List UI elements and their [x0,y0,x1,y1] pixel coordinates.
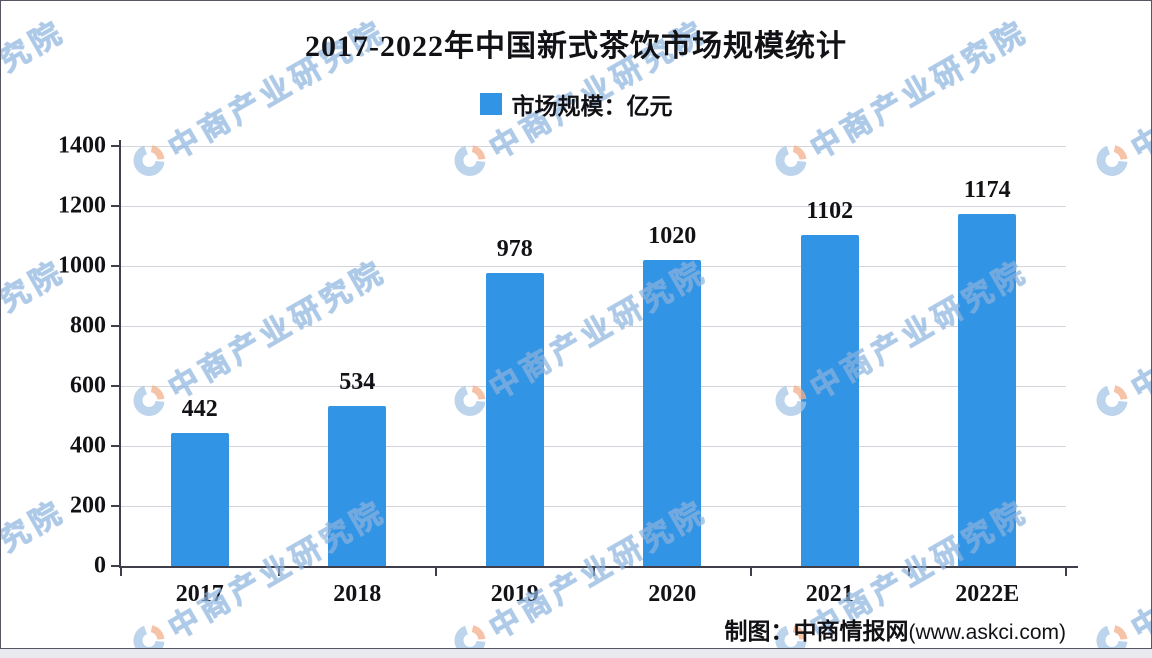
bar-value-label: 534 [339,368,376,395]
x-axis-tick [120,568,122,576]
bar-value-label: 1174 [963,176,1011,203]
y-axis-tick-label: 200 [70,492,106,519]
bar-2022E [958,213,1017,566]
x-axis-category-label: 2018 [333,581,382,607]
watermark-logo-icon [1096,144,1128,176]
gridline [121,386,1066,387]
x-axis-category-label: 2021 [805,581,854,607]
legend-label: 市场规模：亿元 [511,94,673,119]
y-axis-tick [111,385,119,387]
y-axis-tick [111,145,119,147]
bar-value-label: 1102 [806,198,854,225]
y-axis-tick-label: 1000 [58,252,106,279]
gridline [121,326,1066,327]
bar-2017 [170,433,229,566]
gridline [121,146,1066,147]
gridline [121,446,1066,447]
chart-title: 2017-2022年中国新式茶饮市场规模统计 [305,30,847,63]
watermark-text: 中商产业研究院 [1125,253,1152,407]
y-axis-tick [111,445,119,447]
bar-value-label: 978 [496,235,533,262]
watermark-logo-icon [1096,624,1128,648]
y-axis-tick [111,265,119,267]
watermark-logo-icon [1096,384,1128,416]
x-axis-tick [277,568,280,576]
y-axis-tick-label: 800 [70,312,106,339]
y-axis-tick [111,325,119,327]
bar-2020 [643,260,702,566]
gridline [121,266,1066,267]
y-axis-tick-label: 1200 [58,192,106,219]
gridline [121,206,1066,207]
plot-area: 0 200 400 600 800 1000 1200 1400 442 2017 534 2018 9… [58,133,1078,607]
bar-2018 [328,405,387,566]
watermark-logo-icon [133,624,165,648]
bar-value-label: 1020 [648,223,697,249]
footer-credit-url: (www.askci.com) [908,621,1066,644]
y-axis [119,140,121,568]
y-axis-tick-label: 1400 [58,132,106,159]
y-axis-tick [111,205,119,207]
watermark: 中商产业研究院 [1085,487,1152,648]
bar-value-label: 442 [181,396,218,423]
bar-2021 [800,235,859,566]
x-axis [119,566,1078,568]
legend: 市场规模：亿元 [1,87,1151,121]
y-axis-tick [111,505,119,507]
y-axis-tick-label: 0 [94,552,106,579]
bar-2019 [485,272,544,566]
footer-credit-source: 制图：中商情报网 [724,619,909,644]
watermark-logo-icon [454,624,486,648]
gridline [121,506,1066,507]
watermark: 中商产业研究院 [1085,247,1152,429]
watermark-text: 中商产业研究院 [1125,493,1152,647]
x-axis-tick [435,568,437,576]
x-axis-category-label: 2022E [955,581,1020,607]
x-axis-tick [1065,568,1067,576]
y-axis-tick [111,565,119,567]
x-axis-tick [750,568,752,576]
footer-credit: 制图：中商情报网(www.askci.com) [724,612,1066,646]
x-axis-category-label: 2020 [648,581,697,607]
x-axis-tick [907,568,910,576]
x-axis-category-label: 2019 [490,581,539,607]
x-axis-tick [592,568,595,576]
x-axis-category-label: 2017 [175,581,224,607]
y-axis-tick-label: 400 [70,432,106,459]
y-axis-tick-label: 600 [70,372,106,399]
legend-marker-swatch [479,93,502,115]
